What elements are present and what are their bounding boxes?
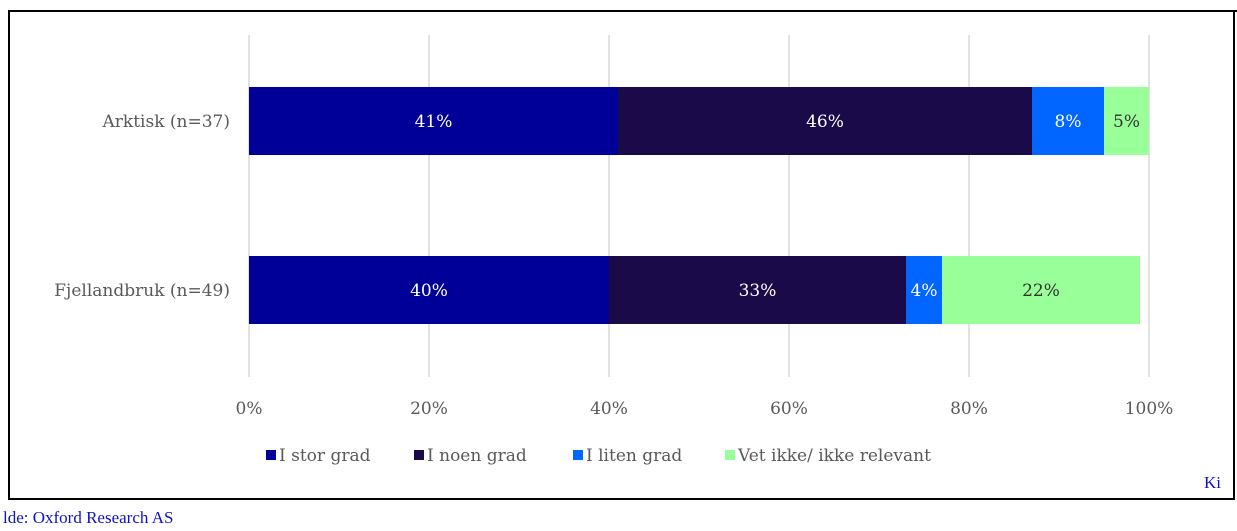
bar-segment <box>249 87 618 155</box>
legend-swatch <box>414 450 424 460</box>
bar-segment <box>249 256 609 324</box>
footer-right-fragment: Ki <box>1204 473 1221 492</box>
category-label: Arktisk (n=37) <box>102 112 231 132</box>
data-label: 5% <box>1113 112 1140 132</box>
legend-swatch <box>266 450 276 460</box>
category-label: Fjellandbruk (n=49) <box>54 281 230 301</box>
frame-top-border <box>8 10 1237 12</box>
x-tick-label: 20% <box>410 399 448 419</box>
bar-segment <box>1032 87 1104 155</box>
data-label: 8% <box>1055 112 1082 132</box>
x-tick-label: 60% <box>770 399 808 419</box>
x-tick-label: 0% <box>236 399 263 419</box>
bar-segment <box>618 87 1032 155</box>
legend-label: I noen grad <box>427 446 527 466</box>
data-label: 4% <box>911 281 938 301</box>
x-tick-label: 80% <box>950 399 988 419</box>
bar-segment <box>906 256 942 324</box>
data-label: 33% <box>739 281 777 301</box>
bar-segment <box>942 256 1140 324</box>
legend-swatch <box>725 450 735 460</box>
source-caption: lde: Oxford Research AS <box>3 508 174 527</box>
legend-label: I stor grad <box>279 446 371 466</box>
legend-swatch <box>573 450 583 460</box>
chart-frame <box>8 10 1235 500</box>
legend-label: Vet ikke/ ikke relevant <box>737 446 931 466</box>
data-label: 40% <box>410 281 448 301</box>
bar-segment <box>1104 87 1149 155</box>
x-tick-label: 40% <box>590 399 628 419</box>
legend-label: I liten grad <box>586 446 682 466</box>
x-tick-label: 100% <box>1125 399 1174 419</box>
data-label: 46% <box>806 112 844 132</box>
data-label: 22% <box>1022 281 1060 301</box>
data-label: 41% <box>415 112 453 132</box>
bar-segment <box>609 256 906 324</box>
